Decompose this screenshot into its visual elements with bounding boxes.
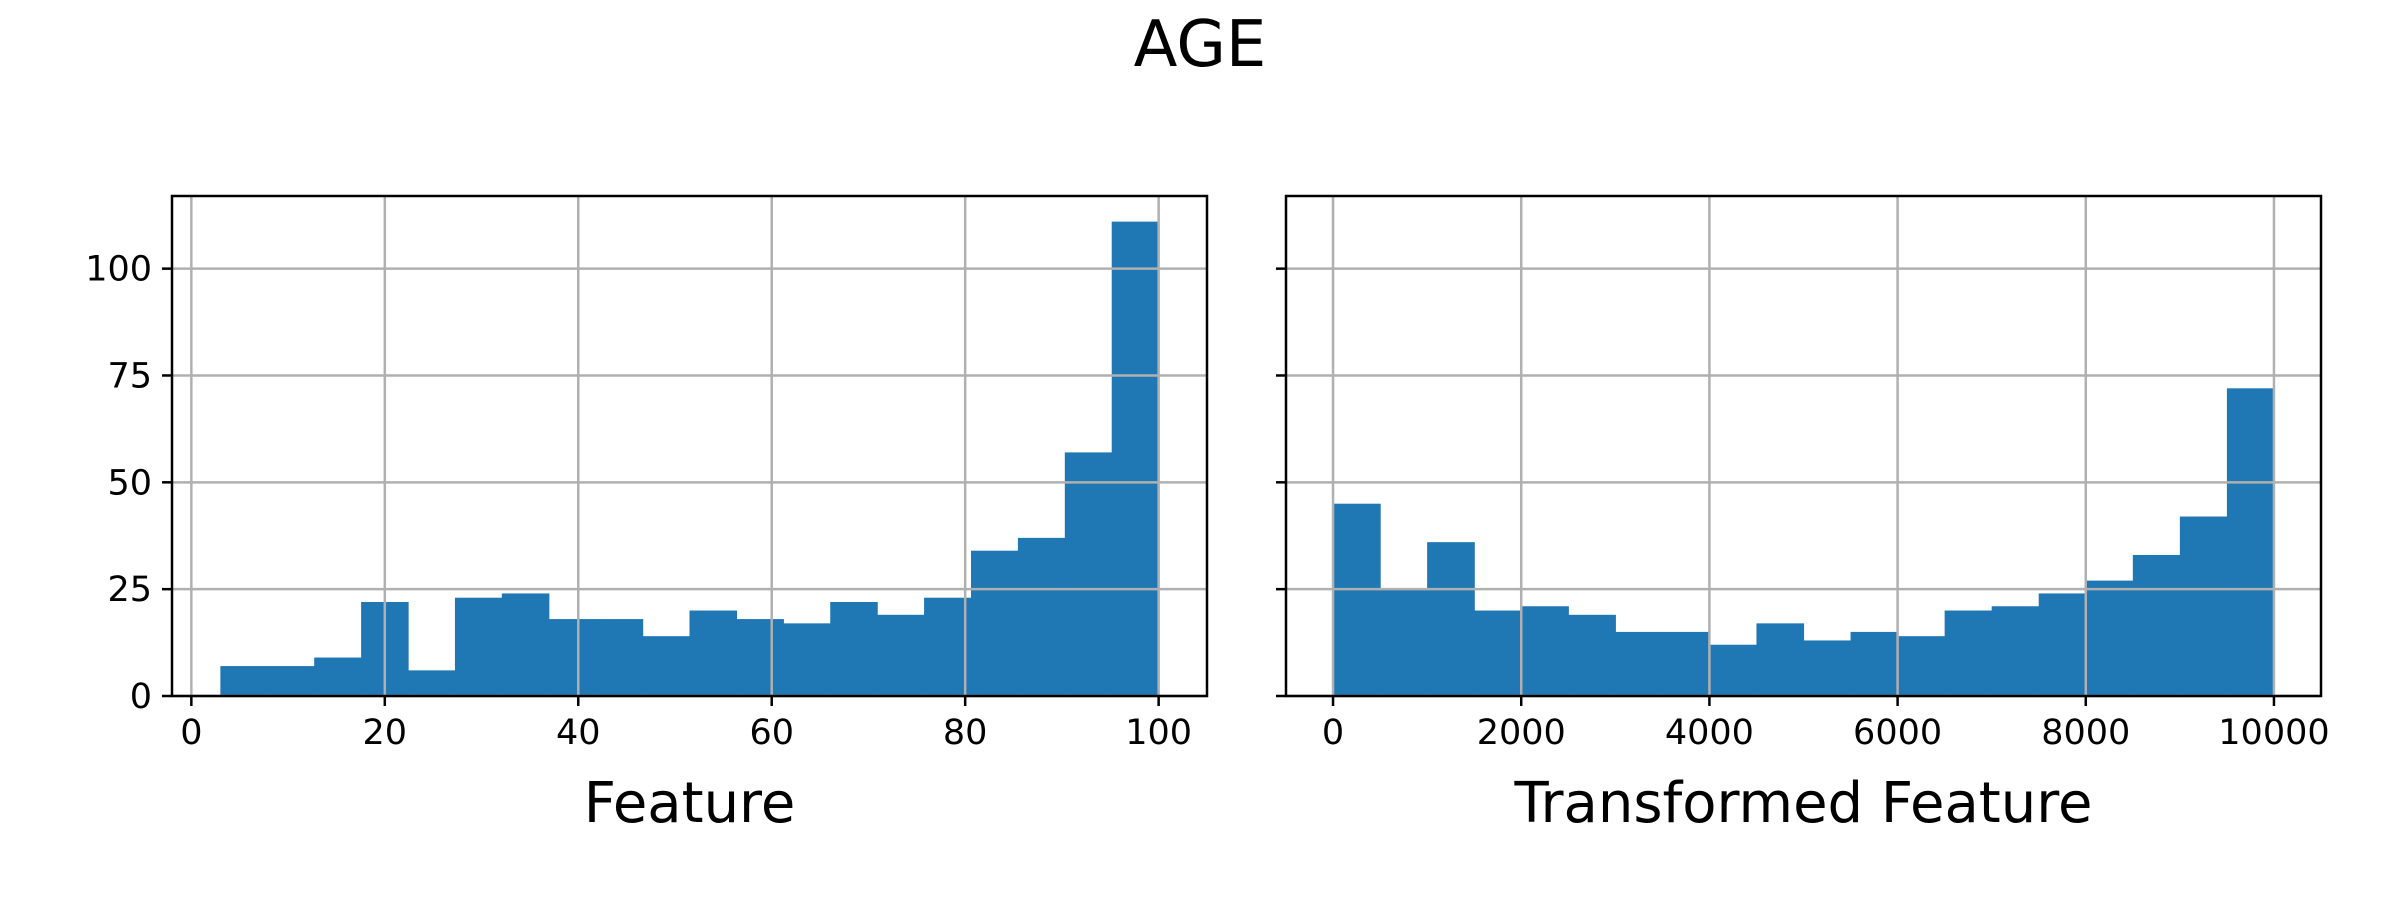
chart-2-bar-13 bbox=[1897, 636, 1946, 696]
chart-1-bar-5 bbox=[408, 670, 456, 696]
chart-1-bar-9 bbox=[595, 619, 644, 696]
chart-1-ytick-label-1: 0 bbox=[130, 677, 152, 717]
chart-1-ytick-label-5: 100 bbox=[85, 250, 152, 290]
figure-title: AGE bbox=[1133, 8, 1267, 82]
chart-2-bar-2 bbox=[1380, 589, 1428, 696]
chart-2-xlabel: Transformed Feature bbox=[1514, 771, 2093, 836]
chart-1-xtick-label-3: 40 bbox=[556, 713, 601, 753]
chart-2-xtick-label-4: 6000 bbox=[1853, 713, 1942, 753]
chart-1-ytick-label-4: 75 bbox=[107, 356, 152, 396]
chart-2-bar-3 bbox=[1427, 542, 1475, 696]
chart-2-xtick-label-6: 10000 bbox=[2218, 713, 2329, 753]
chart-1-xtick-label-5: 80 bbox=[943, 713, 988, 753]
chart-1-ytick-label-3: 50 bbox=[107, 463, 152, 503]
chart-1-xtick-label-6: 100 bbox=[1125, 713, 1192, 753]
chart-1-ytick-label-2: 25 bbox=[107, 570, 152, 610]
chart-2-bar-18 bbox=[2132, 554, 2181, 696]
chart-2-bar-19 bbox=[2179, 516, 2228, 696]
chart-2-bar-14 bbox=[1944, 610, 1993, 696]
chart-2-bar-11 bbox=[1803, 640, 1852, 696]
chart-2-bar-5 bbox=[1521, 606, 1569, 696]
chart-2-bar-1 bbox=[1333, 503, 1381, 696]
chart-1-bar-10 bbox=[642, 636, 691, 696]
chart-1-bar-15 bbox=[877, 614, 925, 696]
chart-1-bar-8 bbox=[548, 619, 597, 696]
chart-2-bar-15 bbox=[1991, 606, 2040, 696]
chart-1-bar-12 bbox=[736, 619, 784, 696]
chart-1-xtick-label-1: 0 bbox=[180, 713, 202, 753]
chart-2-bar-6 bbox=[1568, 614, 1616, 696]
chart-2-xtick-label-5: 8000 bbox=[2041, 713, 2130, 753]
chart-1-bar-11 bbox=[689, 610, 738, 696]
chart-1-xtick-label-4: 60 bbox=[749, 713, 794, 753]
chart-2-bar-8 bbox=[1662, 631, 1711, 696]
chart-1-bar-1 bbox=[220, 666, 268, 696]
chart-2-bar-9 bbox=[1709, 644, 1758, 696]
chart-1-bar-2 bbox=[267, 666, 315, 696]
chart-1-bar-17 bbox=[970, 550, 1019, 696]
chart-2-bar-16 bbox=[2038, 593, 2087, 696]
chart-1-xtick-label-2: 20 bbox=[363, 713, 408, 753]
chart-2-bar-17 bbox=[2085, 580, 2134, 696]
chart-1-bar-18 bbox=[1017, 537, 1066, 696]
chart-2-bar-4 bbox=[1474, 610, 1522, 696]
chart-1-bar-16 bbox=[924, 597, 972, 696]
chart-1-xlabel: Feature bbox=[584, 771, 796, 836]
chart-1-bar-6 bbox=[454, 597, 503, 696]
chart-1-bar-14 bbox=[830, 601, 878, 696]
chart-1-bar-7 bbox=[501, 593, 550, 696]
chart-2-bar-20 bbox=[2226, 388, 2275, 696]
chart-2-bar-12 bbox=[1850, 631, 1899, 696]
chart-2-xtick-label-2: 2000 bbox=[1477, 713, 1566, 753]
chart-1-axes-frame bbox=[170, 194, 1209, 698]
chart-2-bar-10 bbox=[1756, 623, 1805, 696]
chart-2-xtick-label-1: 0 bbox=[1322, 713, 1344, 753]
chart-1-bar-3 bbox=[314, 657, 362, 696]
chart-1-bar-13 bbox=[783, 623, 831, 696]
chart-2-axes-frame bbox=[1284, 194, 2323, 698]
chart-2-xtick-label-3: 4000 bbox=[1665, 713, 1754, 753]
chart-1-bar-19 bbox=[1064, 452, 1113, 696]
chart-1-bar-20 bbox=[1111, 221, 1160, 696]
chart-2-bar-7 bbox=[1615, 631, 1663, 696]
